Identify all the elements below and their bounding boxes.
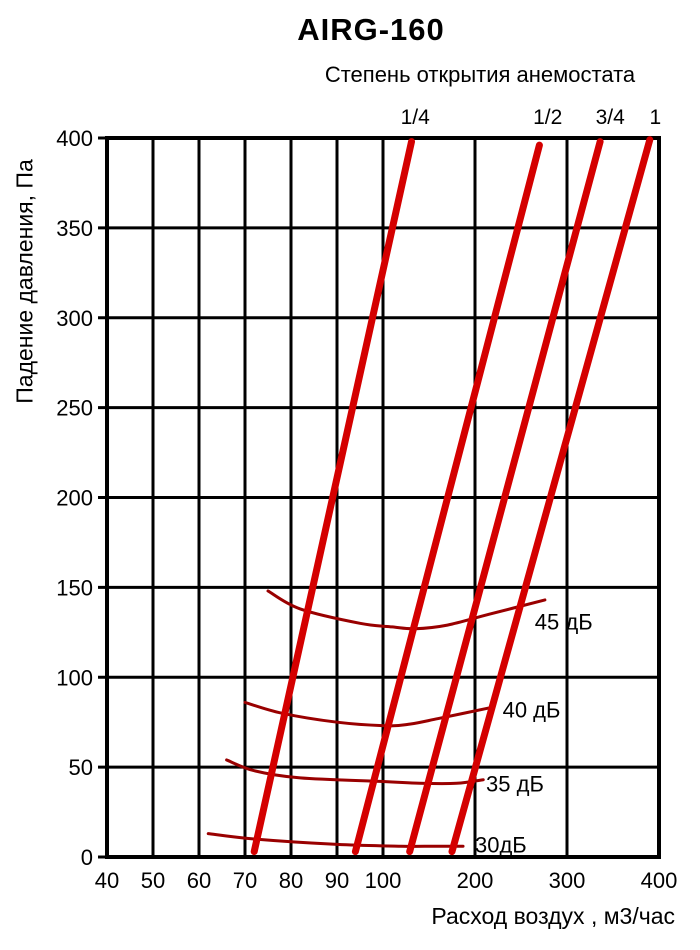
noise-label-45дБ: 45 дБ: [535, 610, 593, 635]
x-axis-title: Расход воздух , м3/час: [431, 903, 675, 929]
x-tick-label-100: 100: [365, 868, 402, 893]
noise-label-40дБ: 40 дБ: [503, 698, 561, 723]
x-tick-label-80: 80: [279, 868, 303, 893]
opening-line-1/2: [351, 141, 543, 856]
y-tick-label-200: 200: [56, 486, 93, 511]
y-tick-label-50: 50: [69, 755, 93, 780]
opening-label-3/4: 3/4: [596, 106, 626, 129]
x-tick-label-400: 400: [641, 868, 678, 893]
x-tick-label-40: 40: [95, 868, 119, 893]
y-tick-label-300: 300: [56, 306, 93, 331]
x-tick-label-300: 300: [549, 868, 586, 893]
y-tick-label-400: 400: [56, 126, 93, 151]
opening-degree-subtitle: Степень открытия анемостата: [324, 62, 636, 87]
y-tick-label-350: 350: [56, 216, 93, 241]
y-tick-label-0: 0: [81, 845, 93, 870]
opening-label-1: 1: [649, 106, 661, 129]
x-tick-label-200: 200: [457, 868, 494, 893]
opening-label-1/4: 1/4: [401, 106, 431, 129]
opening-line-3/4: [406, 138, 604, 856]
x-tick-label-70: 70: [233, 868, 257, 893]
noise-label-30дБ: 30дБ: [475, 832, 527, 857]
y-tick-label-150: 150: [56, 575, 93, 600]
x-tick-label-60: 60: [187, 868, 211, 893]
x-tick-label-50: 50: [141, 868, 165, 893]
noise-curve-35дБ: [225, 758, 485, 786]
noise-curve-30дБ: [206, 832, 465, 848]
y-tick-label-100: 100: [56, 665, 93, 690]
opening-line-1/4: [250, 138, 416, 856]
x-tick-label-90: 90: [325, 868, 349, 893]
noise-label-35дБ: 35 дБ: [486, 771, 544, 796]
opening-label-1/2: 1/2: [533, 106, 562, 129]
y-tick-label-250: 250: [56, 396, 93, 421]
page-title: AIRG-160: [297, 12, 445, 47]
opening-line-1: [448, 136, 654, 856]
plot-border: [105, 136, 661, 859]
